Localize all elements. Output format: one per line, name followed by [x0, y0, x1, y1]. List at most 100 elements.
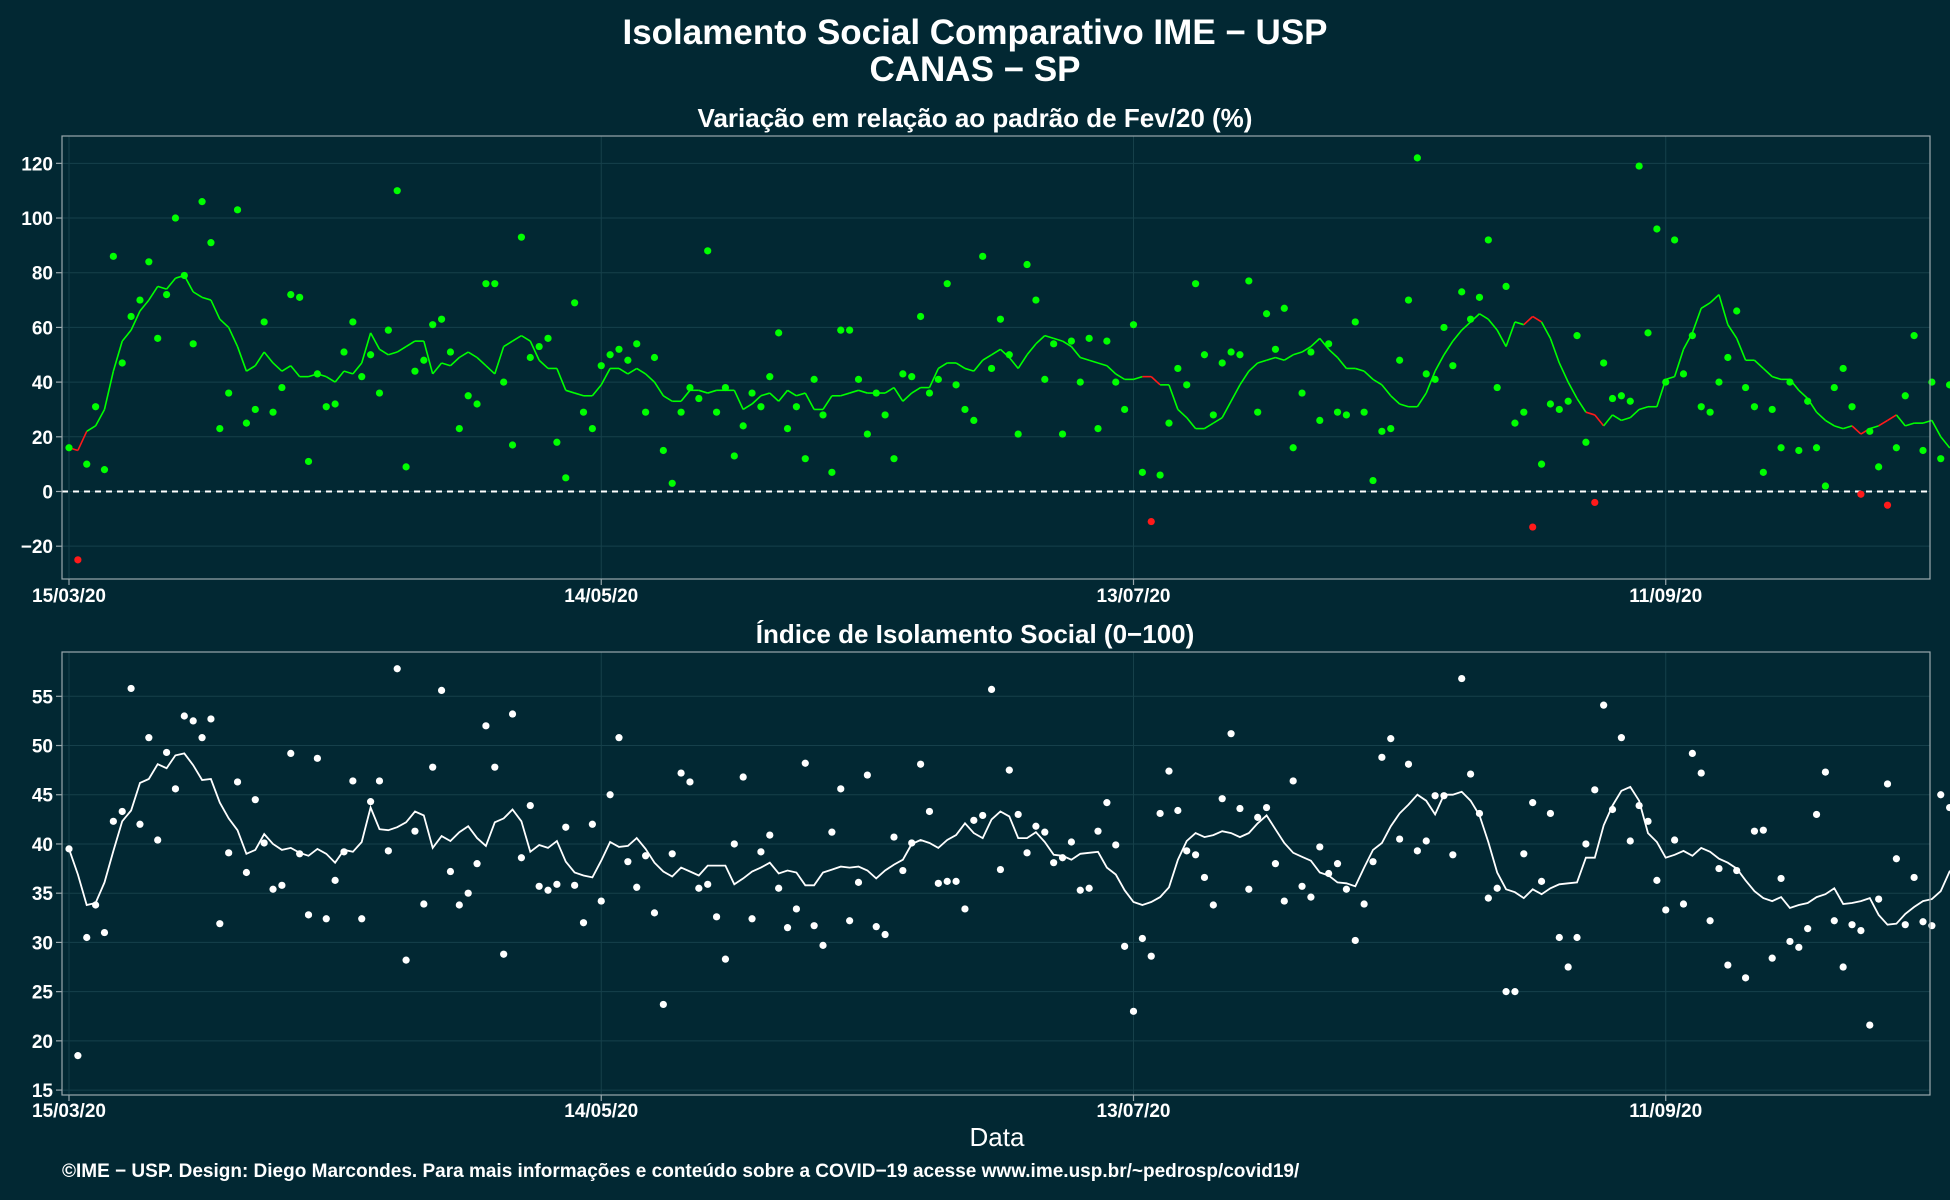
data-point: [1937, 791, 1945, 799]
y-tick-label: 100: [21, 209, 53, 230]
y-tick-label: 0: [42, 482, 53, 503]
data-point: [1103, 337, 1111, 345]
rolling-mean-segment: [449, 356, 460, 367]
x-tick-label: 15/03/20: [32, 586, 106, 607]
rolling-mean-segment: [600, 368, 611, 386]
data-point: [916, 760, 925, 768]
data-point: [704, 247, 712, 255]
rolling-mean-segment: [121, 329, 132, 342]
rolling-mean-segment: [112, 340, 123, 372]
rolling-mean-segment: [1292, 351, 1303, 356]
data-point: [1218, 795, 1226, 803]
data-point: [633, 883, 641, 891]
rolling-mean-segment: [1735, 338, 1747, 361]
rolling-mean-segment: [1709, 294, 1720, 304]
data-point: [154, 334, 162, 342]
data-point: [1768, 405, 1776, 414]
rolling-mean-segment: [352, 362, 363, 375]
data-point: [1946, 803, 1950, 812]
data-point: [908, 373, 916, 381]
data-point: [349, 777, 357, 785]
data-point: [1910, 873, 1918, 882]
top-panel-title: Variação em relação ao padrão de Fev/20 …: [698, 103, 1253, 133]
rolling-mean-segment: [1931, 420, 1942, 438]
data-point: [1608, 394, 1617, 403]
data-point: [1892, 444, 1900, 452]
x-axis-label: Data: [970, 1122, 1025, 1152]
data-point: [1431, 375, 1439, 383]
data-point: [1316, 416, 1324, 424]
data-point: [695, 394, 703, 403]
data-point: [1901, 392, 1909, 400]
rolling-mean-segment: [1558, 362, 1569, 383]
data-point: [739, 422, 747, 430]
y-tick-label: 80: [32, 264, 53, 285]
data-point: [996, 865, 1005, 874]
data-point: [1076, 886, 1084, 894]
rolling-mean-segment: [627, 367, 638, 375]
data-point: [1484, 236, 1492, 244]
rolling-mean-segment: [1540, 321, 1552, 339]
rolling-mean-segment: [1080, 356, 1090, 361]
data-point: [1892, 855, 1900, 863]
data-point: [1041, 828, 1049, 836]
data-point: [233, 206, 242, 214]
data-point: [1573, 933, 1581, 942]
data-point: [1582, 840, 1590, 848]
data-point: [500, 950, 508, 958]
data-point: [1608, 805, 1617, 814]
data-point: [1050, 859, 1058, 867]
rolling-mean-segment: [343, 370, 354, 375]
data-point: [757, 848, 765, 856]
data-point: [1839, 963, 1847, 971]
data-point: [1564, 397, 1572, 405]
data-point: [1573, 332, 1581, 340]
data-point: [1440, 323, 1448, 332]
rolling-mean-segment: [742, 403, 753, 411]
data-point: [686, 383, 694, 392]
data-point: [668, 479, 676, 487]
data-point: [624, 858, 632, 866]
rolling-mean-segment: [1275, 356, 1285, 361]
data-point: [1431, 792, 1439, 800]
data-point: [251, 405, 259, 414]
data-point: [1316, 843, 1324, 851]
data-point: [606, 791, 614, 799]
data-point: [464, 889, 472, 897]
data-point: [1653, 876, 1661, 884]
data-point: [1245, 277, 1253, 285]
y-tick-label: 45: [32, 786, 54, 807]
data-point: [934, 375, 942, 383]
rolling-mean-segment: [565, 389, 575, 394]
rolling-mean-segment: [1328, 348, 1339, 359]
data-point: [925, 389, 934, 397]
data-point: [269, 885, 277, 893]
data-point: [872, 923, 880, 931]
data-point: [154, 836, 162, 844]
data-point: [1351, 318, 1359, 326]
data-point: [987, 685, 996, 694]
rolling-mean-segment: [1062, 340, 1072, 348]
data-point: [881, 411, 889, 419]
data-point: [1413, 154, 1421, 162]
rolling-mean-segment: [778, 389, 789, 402]
data-point: [544, 886, 552, 894]
rolling-mean-segment: [1319, 337, 1330, 350]
data-point: [1919, 918, 1927, 926]
data-point: [952, 877, 960, 885]
data-point: [597, 362, 605, 370]
data-point: [216, 424, 224, 433]
rolling-mean-segment: [591, 384, 602, 397]
rolling-mean-segment: [698, 389, 708, 394]
data-point: [225, 389, 233, 397]
data-point: [1626, 397, 1634, 405]
data-point: [1138, 468, 1146, 476]
data-point: [109, 817, 117, 825]
rolling-mean-segment: [1425, 370, 1436, 394]
rolling-mean-segment: [1044, 334, 1054, 340]
data-point: [225, 849, 233, 857]
data-point: [1555, 933, 1563, 942]
variation-panel: −20 0 20 40 60 80 100 120 15/03/20 14/05/20 13/07/…: [21, 135, 1950, 607]
data-point: [1333, 408, 1342, 416]
data-point: [792, 905, 801, 913]
